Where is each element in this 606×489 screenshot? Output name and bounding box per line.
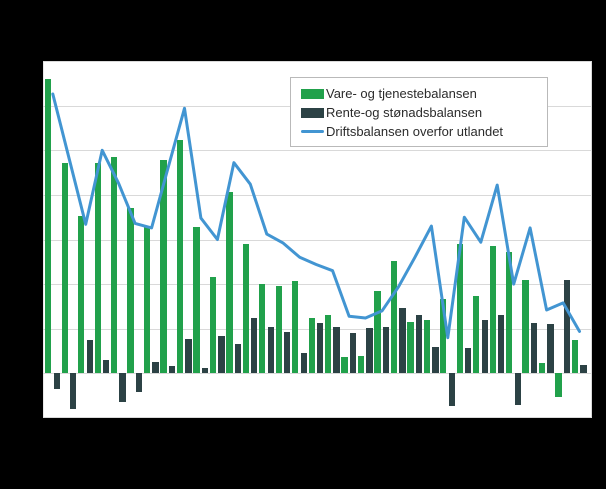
bar-rente-8 bbox=[185, 338, 192, 374]
bar-vare-8 bbox=[176, 140, 184, 374]
bar-rente-12 bbox=[251, 318, 258, 374]
bar-rente-15 bbox=[300, 352, 307, 374]
bar-rente-4 bbox=[119, 373, 126, 402]
bar-rente-25 bbox=[465, 348, 472, 374]
bar-vare-10 bbox=[209, 277, 217, 374]
bar-vare-27 bbox=[489, 245, 496, 374]
bar-rente-26 bbox=[481, 319, 488, 374]
bar-rente-14 bbox=[284, 332, 291, 374]
bar-vare-6 bbox=[143, 227, 151, 374]
bar-vare-16 bbox=[308, 318, 315, 374]
bar-vare-7 bbox=[160, 160, 167, 374]
legend-label-drifts: Driftsbalansen overfor utlandet bbox=[326, 124, 504, 139]
dark-bar-swatch bbox=[301, 107, 324, 118]
bar-vare-24 bbox=[440, 299, 447, 374]
bar-vare-11 bbox=[226, 192, 233, 374]
bar-vare-18 bbox=[341, 357, 348, 374]
legend-item-drifts: Driftsbalansen overfor utlandet bbox=[301, 122, 539, 141]
bar-rente-28 bbox=[514, 373, 521, 405]
bar-vare-23 bbox=[423, 319, 431, 374]
bar-vare-30 bbox=[538, 362, 546, 374]
bar-rente-18 bbox=[349, 333, 357, 374]
bar-vare-12 bbox=[242, 244, 249, 374]
bar-rente-7 bbox=[168, 366, 176, 374]
bar-vare-13 bbox=[259, 284, 266, 374]
bar-vare-15 bbox=[292, 281, 299, 374]
legend-item-rente: Rente-og stønadsbalansen bbox=[301, 103, 539, 122]
gridline-100 bbox=[43, 284, 592, 285]
bar-rente-5 bbox=[135, 373, 143, 393]
bar-rente-0 bbox=[53, 373, 60, 389]
bar-vare-14 bbox=[275, 285, 282, 374]
bar-vare-28 bbox=[506, 252, 513, 374]
bar-rente-31 bbox=[563, 279, 571, 374]
bar-vare-2 bbox=[78, 216, 85, 374]
legend-label-rente: Rente-og stønadsbalansen bbox=[326, 105, 483, 120]
bar-vare-4 bbox=[110, 156, 118, 374]
gridline--50 bbox=[43, 417, 592, 418]
bar-vare-29 bbox=[522, 279, 529, 374]
legend-item-vare: Vare- og tjenestebalansen bbox=[301, 84, 539, 103]
gridline-200 bbox=[43, 195, 592, 196]
bar-vare-32 bbox=[571, 340, 579, 374]
bar-rente-11 bbox=[234, 343, 242, 374]
bar-rente-27 bbox=[498, 314, 505, 374]
gridline-350 bbox=[43, 61, 592, 62]
bar-vare-19 bbox=[357, 356, 365, 374]
bar-rente-24 bbox=[448, 373, 455, 407]
bar-vare-5 bbox=[127, 208, 134, 374]
bar-rente-22 bbox=[415, 315, 423, 374]
bar-vare-21 bbox=[390, 260, 398, 374]
bar-rente-19 bbox=[366, 327, 373, 374]
bar-vare-25 bbox=[456, 244, 463, 374]
bar-rente-21 bbox=[399, 308, 406, 374]
legend-label-vare: Vare- og tjenestebalansen bbox=[326, 86, 477, 101]
bar-rente-29 bbox=[530, 323, 538, 374]
bar-rente-1 bbox=[70, 373, 77, 410]
bar-rente-13 bbox=[267, 327, 274, 374]
green-bar-swatch bbox=[301, 88, 324, 99]
plot-left-edge bbox=[43, 61, 44, 418]
bar-rente-20 bbox=[382, 327, 390, 374]
bar-rente-16 bbox=[317, 323, 324, 374]
chart-legend: Vare- og tjenestebalansen Rente-og støna… bbox=[290, 77, 548, 147]
driftsbalansen-line bbox=[51, 92, 581, 340]
bar-vare-9 bbox=[193, 227, 200, 374]
gridline-150 bbox=[43, 240, 592, 241]
bar-rente-17 bbox=[333, 327, 340, 374]
bar-rente-10 bbox=[218, 335, 225, 374]
plot-right-edge bbox=[591, 61, 592, 418]
bar-vare-26 bbox=[473, 295, 480, 374]
bar-vare-20 bbox=[374, 291, 381, 374]
bar-rente-32 bbox=[580, 365, 587, 374]
blue-line-swatch bbox=[301, 130, 324, 133]
bar-rente-9 bbox=[201, 368, 209, 374]
gridline-0 bbox=[43, 373, 592, 374]
bar-vare-1 bbox=[61, 162, 68, 374]
bar-vare-31 bbox=[555, 373, 562, 397]
gridline-250 bbox=[43, 150, 592, 151]
bar-vare-0 bbox=[45, 78, 52, 374]
bar-rente-2 bbox=[86, 340, 93, 374]
bar-rente-23 bbox=[432, 346, 439, 374]
bar-rente-3 bbox=[103, 360, 110, 374]
bar-vare-17 bbox=[324, 315, 332, 374]
bar-rente-30 bbox=[547, 324, 554, 374]
bar-vare-22 bbox=[407, 321, 414, 374]
bar-vare-3 bbox=[94, 162, 101, 374]
bar-rente-6 bbox=[152, 361, 159, 374]
